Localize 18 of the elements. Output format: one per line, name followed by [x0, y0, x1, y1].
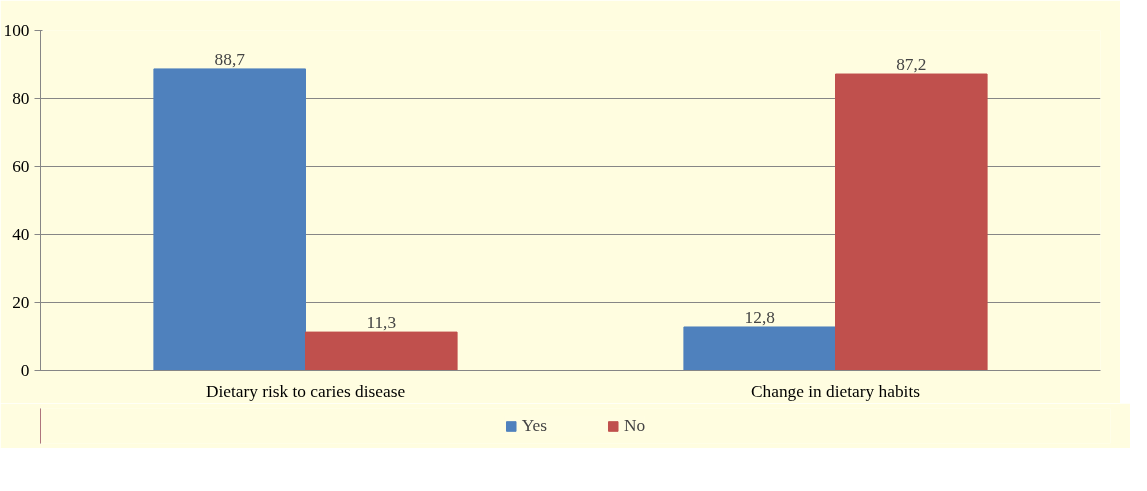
- data-label: 87,2: [896, 55, 927, 75]
- bar: [683, 326, 836, 371]
- data-label: 12,8: [744, 307, 775, 327]
- data-label: 88,7: [214, 49, 246, 69]
- y-tick-label: 60: [12, 157, 30, 176]
- y-tick-label: 0: [20, 361, 30, 380]
- bar: [153, 68, 306, 371]
- y-tick-label: 80: [12, 89, 30, 108]
- legend-label: No: [624, 415, 646, 436]
- y-tick-label: 20: [12, 293, 30, 312]
- y-tick-label: 40: [12, 225, 30, 244]
- y-tick-label: 100: [3, 21, 30, 40]
- x-tick-label: Dietary risk to caries disease: [205, 381, 406, 401]
- bar: [305, 331, 458, 371]
- legend-label: Yes: [521, 415, 548, 436]
- bar: [835, 73, 988, 371]
- data-label: 11,3: [366, 313, 397, 333]
- x-tick-label: Change in dietary habits: [751, 381, 921, 401]
